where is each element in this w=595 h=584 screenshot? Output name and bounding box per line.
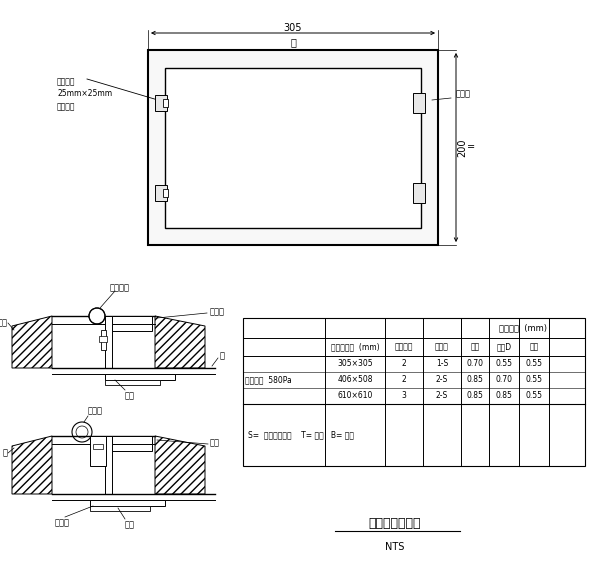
Text: 门: 门 bbox=[220, 352, 225, 360]
Text: 0.55: 0.55 bbox=[525, 360, 543, 369]
Circle shape bbox=[425, 101, 429, 105]
Text: 0.55: 0.55 bbox=[525, 391, 543, 401]
Text: 0.70: 0.70 bbox=[496, 376, 512, 384]
Text: 2: 2 bbox=[402, 376, 406, 384]
Text: 0.55: 0.55 bbox=[525, 376, 543, 384]
Bar bbox=[155, 95, 167, 111]
Bar bbox=[90, 500, 165, 506]
Text: 垫板: 垫板 bbox=[125, 520, 135, 529]
Text: 0.85: 0.85 bbox=[466, 391, 483, 401]
Polygon shape bbox=[155, 316, 205, 368]
Text: 0.85: 0.85 bbox=[496, 391, 512, 401]
Text: 305: 305 bbox=[284, 23, 302, 33]
Bar bbox=[112, 444, 152, 451]
Text: 锁闭数量: 锁闭数量 bbox=[394, 342, 414, 352]
Text: 金属厚度  (mm): 金属厚度 (mm) bbox=[499, 324, 547, 332]
Text: =: = bbox=[467, 142, 475, 152]
Circle shape bbox=[89, 308, 105, 324]
Bar bbox=[155, 185, 167, 201]
Bar bbox=[413, 93, 425, 113]
Polygon shape bbox=[12, 436, 52, 494]
Text: 检修口尺寸  (mm): 检修口尺寸 (mm) bbox=[331, 342, 380, 352]
Bar bbox=[105, 316, 112, 368]
Bar bbox=[413, 183, 425, 203]
Text: 610×610: 610×610 bbox=[337, 391, 372, 401]
Text: NTS: NTS bbox=[386, 542, 405, 552]
Bar bbox=[101, 330, 106, 350]
Bar bbox=[105, 436, 112, 494]
Text: 风管: 风管 bbox=[210, 439, 220, 447]
Bar bbox=[165, 68, 421, 228]
Bar bbox=[90, 436, 106, 466]
Bar bbox=[105, 374, 175, 380]
Text: 垫板: 垫板 bbox=[125, 391, 135, 400]
Text: 风管: 风管 bbox=[0, 318, 8, 328]
Text: 0.85: 0.85 bbox=[466, 376, 483, 384]
Circle shape bbox=[425, 191, 429, 195]
Text: 门: 门 bbox=[3, 449, 8, 457]
Text: 橡皮垫: 橡皮垫 bbox=[210, 308, 225, 317]
Text: 初级板条
25mm×25mm
镀锌板条: 初级板条 25mm×25mm 镀锌板条 bbox=[57, 77, 112, 111]
Bar bbox=[112, 436, 152, 444]
Polygon shape bbox=[12, 316, 52, 368]
Text: 0.55: 0.55 bbox=[496, 360, 512, 369]
Text: 200: 200 bbox=[457, 138, 467, 157]
Bar bbox=[112, 316, 152, 324]
Text: 板厅标准  580Pa: 板厅标准 580Pa bbox=[245, 376, 292, 384]
Text: 2-S: 2-S bbox=[436, 376, 448, 384]
Text: 门: 门 bbox=[290, 37, 296, 47]
Bar bbox=[148, 50, 438, 245]
Text: 法兰D: 法兰D bbox=[496, 342, 512, 352]
Text: 密封垫: 密封垫 bbox=[55, 518, 70, 527]
Text: 406×508: 406×508 bbox=[337, 376, 372, 384]
Text: 305×305: 305×305 bbox=[337, 360, 373, 369]
Bar bbox=[112, 324, 152, 331]
Bar bbox=[99, 336, 107, 342]
Bar bbox=[243, 318, 585, 466]
Bar bbox=[93, 444, 103, 449]
Bar bbox=[90, 506, 150, 511]
Text: 0.70: 0.70 bbox=[466, 360, 484, 369]
Text: 刚性板条: 刚性板条 bbox=[110, 283, 130, 293]
Text: 筱面: 筱面 bbox=[530, 342, 538, 352]
Text: 法兰: 法兰 bbox=[471, 342, 480, 352]
Text: S=  钙制点锁锁链    T= 上锁   B= 下锁: S= 钙制点锁锁链 T= 上锁 B= 下锁 bbox=[248, 430, 354, 440]
Polygon shape bbox=[155, 436, 205, 494]
Text: 2-S: 2-S bbox=[436, 391, 448, 401]
Text: 3: 3 bbox=[402, 391, 406, 401]
Text: 铰链量: 铰链量 bbox=[435, 342, 449, 352]
Text: 室内锁: 室内锁 bbox=[456, 89, 471, 99]
Text: 2: 2 bbox=[402, 360, 406, 369]
Text: 室内锁: 室内锁 bbox=[87, 406, 102, 415]
Text: 1-S: 1-S bbox=[436, 360, 448, 369]
Bar bbox=[105, 380, 160, 385]
Text: 风管检修门详图: 风管检修门详图 bbox=[369, 517, 421, 530]
Bar bbox=[163, 99, 168, 107]
Bar bbox=[163, 189, 168, 197]
